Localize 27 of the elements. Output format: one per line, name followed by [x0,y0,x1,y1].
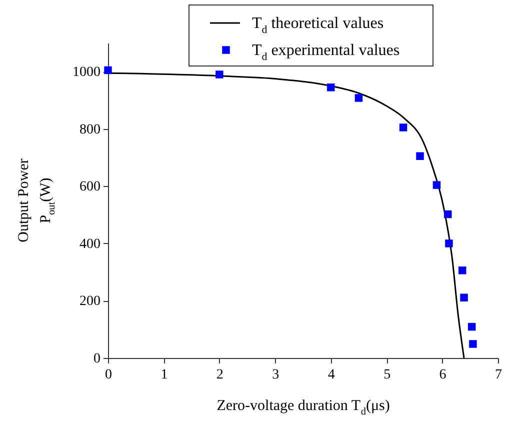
point [326,84,335,92]
point [416,152,424,160]
y-tick-label: 600 [80,180,100,195]
x-tick-label: 2 [216,368,224,382]
point [460,294,468,302]
x-tick-label: 7 [495,368,502,382]
y-tick-label: 1000 [72,65,100,80]
point [445,240,453,248]
x-tick-label: 1 [160,368,168,382]
point [444,210,452,218]
y-tick-label: 0 [94,352,100,366]
y-tick-label: 400 [80,236,100,252]
point [468,322,476,331]
point [104,66,112,74]
point [216,70,224,78]
point [458,266,466,274]
point [469,340,477,348]
point [399,124,408,132]
x-tick-label: 4 [328,368,335,382]
y-tick-label: 800 [80,122,100,138]
x-tick-label: 6 [439,368,446,382]
x-tick-label: 5 [384,368,391,382]
x-tick-label: 3 [272,368,280,382]
point [432,181,441,189]
x-tick-label: 0 [105,368,112,382]
point [354,94,363,102]
y-tick-label: 200 [80,294,100,310]
